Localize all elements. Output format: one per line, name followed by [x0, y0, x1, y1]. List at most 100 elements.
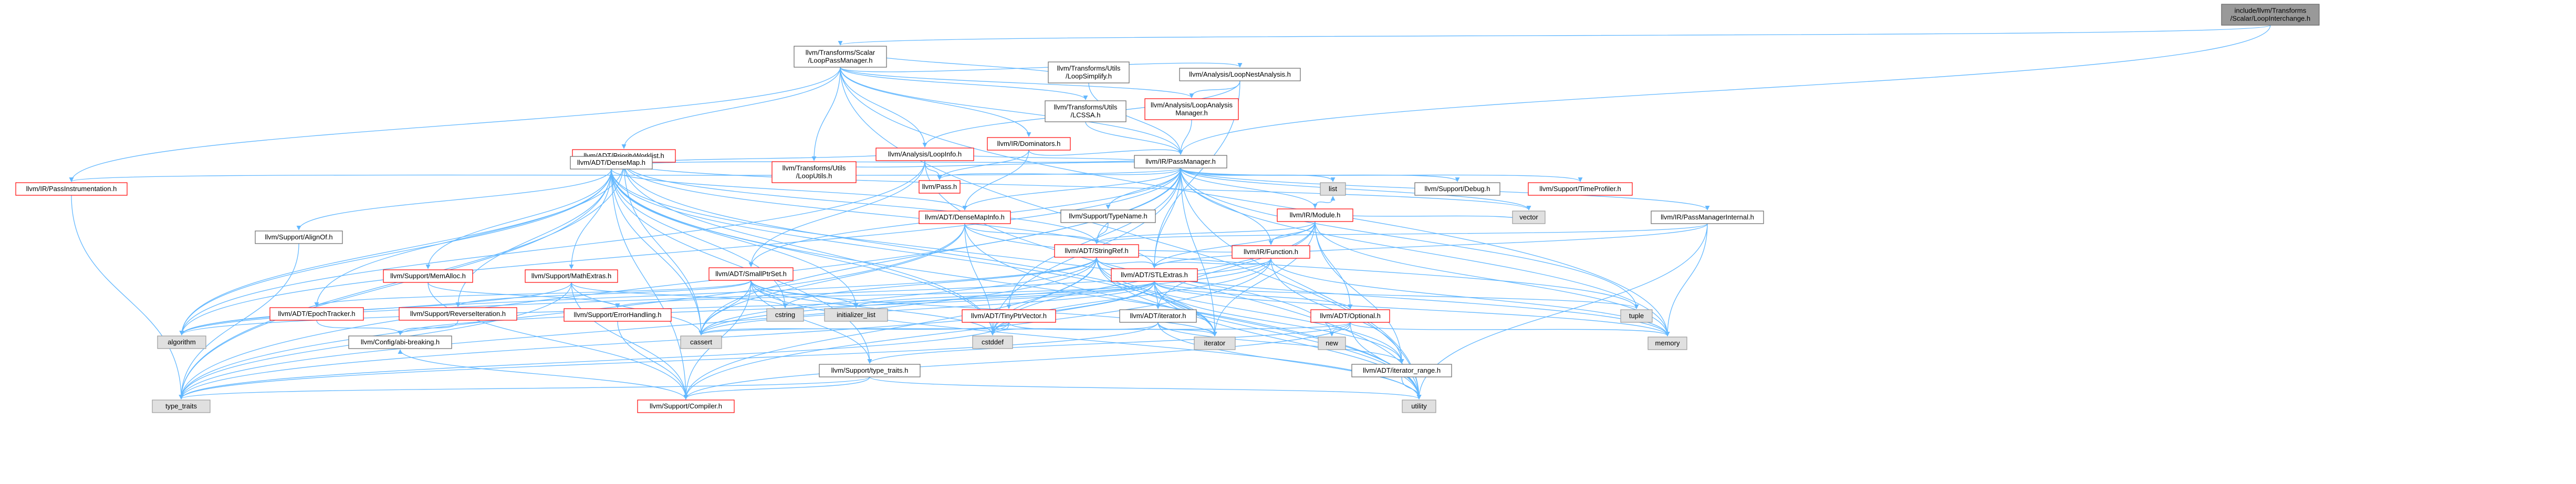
node-LCSSA[interactable]: llvm/Transforms/Utils/LCSSA.h — [1045, 100, 1127, 122]
edge-SmallPtrSet-to-cassert — [698, 280, 752, 335]
edge-Module-to-StringRef — [1094, 221, 1316, 244]
node-ConfigAbi[interactable]: llvm/Config/abi-breaking.h — [348, 335, 452, 349]
edge-STLExtras-to-memory — [1154, 281, 1670, 336]
nodes-layer: include/llvm/Transforms/Scalar/LoopInter… — [15, 4, 2320, 413]
node-Module[interactable]: llvm/IR/Module.h — [1277, 208, 1353, 222]
edge-Module-to-IteratorRange — [1315, 221, 1404, 364]
node-EpochTracker[interactable]: llvm/ADT/EpochTracker.h — [269, 307, 364, 321]
node-label-EpochTracker: llvm/ADT/EpochTracker.h — [278, 310, 356, 318]
edge-LoopPassManager-to-PriorityWorklist — [621, 67, 841, 149]
edge-LoopSimplify-to-PassManager — [1088, 82, 1183, 155]
edge-DenseMap-to-utility — [611, 169, 1422, 399]
node-box-LoopAnalysisManager — [1144, 98, 1239, 120]
node-StringRef[interactable]: llvm/ADT/StringRef.h — [1054, 244, 1139, 258]
node-Dominators[interactable]: llvm/IR/Dominators.h — [987, 137, 1071, 151]
node-LoopInterchange[interactable]: include/llvm/Transforms/Scalar/LoopInter… — [2221, 4, 2320, 26]
node-box-StringRef — [1054, 244, 1139, 258]
node-MathExtras[interactable]: llvm/Support/MathExtras.h — [525, 269, 618, 283]
edge-SmallPtrSet-to-iterator — [750, 280, 1217, 336]
node-ReverseIteration[interactable]: llvm/Support/ReverseIteration.h — [399, 307, 517, 321]
node-label-cstddef: cstddef — [982, 338, 1004, 346]
node-PassManagerInternal[interactable]: llvm/IR/PassManagerInternal.h — [1651, 211, 1764, 224]
edge-PassManagerInternal-to-StringRef — [1094, 223, 1708, 244]
node-IteratorRange[interactable]: llvm/ADT/iterator_range.h — [1351, 364, 1452, 377]
node-box-STLExtras — [1111, 268, 1198, 282]
node-label-cassert: cassert — [690, 338, 712, 346]
node-box-DenseMap — [570, 156, 653, 170]
node-label-Optional: llvm/ADT/Optional.h — [1320, 312, 1381, 320]
edge-PassManager-to-utility — [1180, 167, 1422, 399]
node-DenseMapInfo[interactable]: llvm/ADT/DenseMapInfo.h — [919, 211, 1011, 224]
edge-DenseMap-to-iterator — [611, 169, 1217, 336]
node-label-LoopSimplify: llvm/Transforms/Utils — [1057, 65, 1121, 72]
edge-DenseMap-to-initializer_list — [611, 169, 859, 308]
node-TimeProfiler[interactable]: llvm/Support/TimeProfiler.h — [1528, 182, 1633, 196]
edge-TypeTraitsH-to-Compiler — [683, 376, 870, 399]
node-algorithm: algorithm — [157, 335, 206, 349]
node-MemAlloc[interactable]: llvm/Support/MemAlloc.h — [383, 269, 473, 283]
edge-DenseMap-to-cstddef — [611, 169, 995, 335]
node-TypeTraitsH[interactable]: llvm/Support/type_traits.h — [819, 364, 921, 377]
node-label-LoopUtils: llvm/Transforms/Utils — [783, 164, 846, 172]
node-cstddef: cstddef — [972, 335, 1013, 349]
node-Pass[interactable]: llvm/Pass.h — [919, 180, 961, 194]
node-LoopPassManager[interactable]: llvm/Transforms/Scalar/LoopPassManager.h — [794, 46, 887, 68]
node-box-TinyPtrVector — [962, 309, 1056, 323]
node-PassInstrumentation[interactable]: llvm/IR/PassInstrumentation.h — [15, 182, 128, 196]
edges-layer — [69, 25, 2271, 401]
edge-Optional-to-Compiler — [683, 322, 1351, 399]
edge-PassManager-to-iterator — [1180, 167, 1217, 336]
edge-STLExtras-to-tuple — [1154, 281, 1639, 309]
node-ADTIterator[interactable]: llvm/ADT/iterator.h — [1119, 309, 1197, 323]
node-LoopNestAnalysis[interactable]: llvm/Analysis/LoopNestAnalysis.h — [1179, 68, 1301, 81]
node-box-LoopUtils — [771, 161, 857, 183]
edge-PassManager-to-Pass — [937, 167, 1181, 180]
node-box-tuple — [1620, 309, 1653, 323]
node-Debug[interactable]: llvm/Support/Debug.h — [1414, 182, 1500, 196]
node-LoopUtils[interactable]: llvm/Transforms/Utils/LoopUtils.h — [771, 161, 857, 183]
edge-SmallPtrSet-to-ReverseIteration — [455, 280, 752, 307]
node-label-ReverseIteration: llvm/Support/ReverseIteration.h — [410, 310, 506, 318]
edge-SmallPtrSet-to-EpochTracker — [314, 280, 752, 307]
node-label-ConfigAbi: llvm/Config/abi-breaking.h — [361, 338, 440, 346]
node-label-vector: vector — [1519, 213, 1538, 221]
node-TinyPtrVector[interactable]: llvm/ADT/TinyPtrVector.h — [962, 309, 1056, 323]
edge-StringRef-to-iterator — [1096, 257, 1217, 336]
edge-AlignOf-to-type_traits — [179, 243, 299, 399]
node-Compiler[interactable]: llvm/Support/Compiler.h — [637, 399, 735, 413]
node-box-DenseMapInfo — [919, 211, 1011, 224]
node-AlignOf[interactable]: llvm/Support/AlignOf.h — [255, 230, 343, 244]
node-PassManager[interactable]: llvm/IR/PassManager.h — [1134, 155, 1227, 169]
edge-MemAlloc-to-ErrorHandling — [427, 282, 620, 308]
node-box-IteratorRange — [1351, 364, 1452, 377]
edge-PassManager-to-algorithm — [179, 167, 1181, 335]
node-label-initializer_list: initializer_list — [837, 311, 875, 319]
edge-LoopPassManager-to-utility — [840, 67, 1422, 399]
node-LoopSimplify[interactable]: llvm/Transforms/Utils/LoopSimplify.h — [1048, 61, 1130, 83]
edge-PriorityWorklist-to-cassert — [623, 162, 704, 335]
edge-PassManager-to-Module — [1180, 167, 1318, 208]
node-SmallPtrSet[interactable]: llvm/ADT/SmallPtrSet.h — [708, 267, 794, 281]
node-label-list: list — [1329, 185, 1337, 193]
node-label-Pass: llvm/Pass.h — [922, 183, 957, 191]
node-box-EpochTracker — [269, 307, 364, 321]
node-ErrorHandling[interactable]: llvm/Support/ErrorHandling.h — [564, 308, 672, 322]
edge-PassManager-to-cassert — [698, 167, 1181, 335]
node-box-initializer_list — [824, 308, 888, 322]
edge-Function-to-cassert — [698, 258, 1271, 335]
node-STLExtras[interactable]: llvm/ADT/STLExtras.h — [1111, 268, 1198, 282]
node-box-Compiler — [637, 399, 735, 413]
edge-Optional-to-cassert — [698, 322, 1351, 335]
edge-PassInstrumentation-to-type_traits — [71, 195, 184, 399]
node-box-ReverseIteration — [399, 307, 517, 321]
node-Optional[interactable]: llvm/ADT/Optional.h — [1310, 309, 1390, 323]
edge-ADTIterator-to-IteratorRange — [1157, 322, 1404, 364]
node-Function[interactable]: llvm/IR/Function.h — [1232, 245, 1310, 259]
node-TypeName[interactable]: llvm/Support/TypeName.h — [1060, 209, 1156, 223]
edge-PassManagerInternal-to-STLExtras — [1152, 223, 1708, 268]
node-LoopInfo[interactable]: llvm/Analysis/LoopInfo.h — [875, 148, 974, 161]
node-box-vector — [1512, 211, 1546, 224]
node-box-SmallPtrSet — [708, 267, 794, 281]
node-DenseMap[interactable]: llvm/ADT/DenseMap.h — [570, 156, 653, 170]
